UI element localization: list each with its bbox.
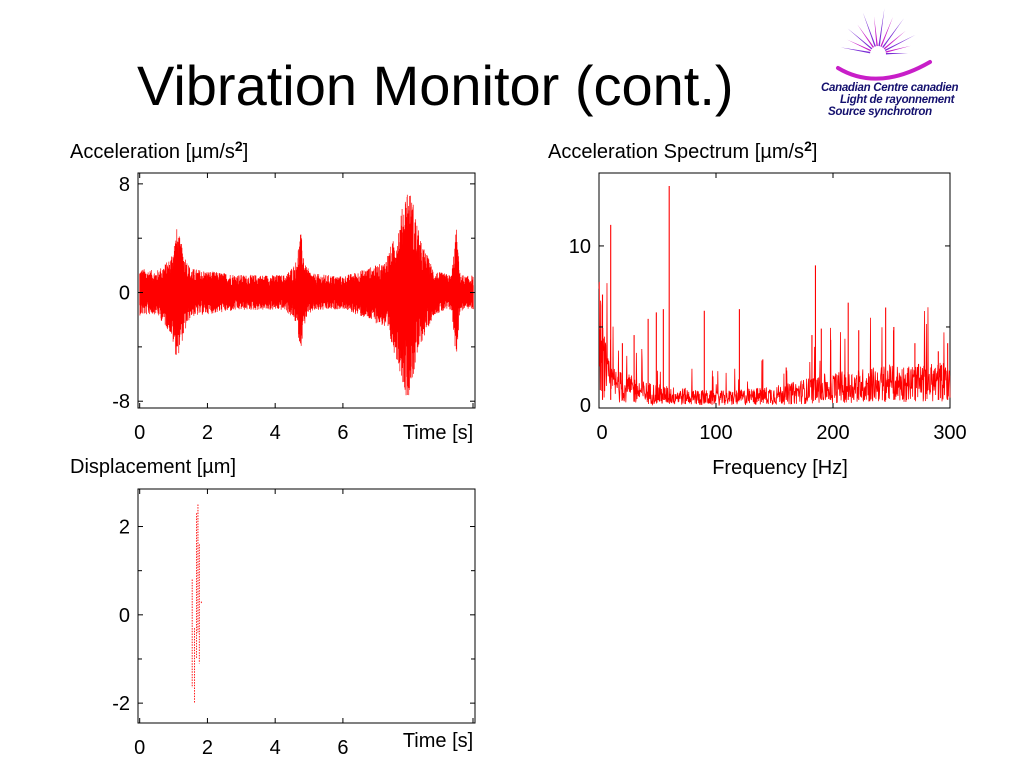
starburst-ray xyxy=(840,47,871,54)
starburst-ray xyxy=(857,24,875,48)
starburst-swoosh xyxy=(836,60,932,81)
starburst-ray xyxy=(885,45,911,53)
displacement-xtick-label: 6 xyxy=(337,737,348,759)
starburst-ray xyxy=(882,18,904,48)
displacement-ytick-label: 0 xyxy=(119,605,130,627)
logo-line-3: Source synchrotron xyxy=(828,106,932,118)
spectrum-xtick-label: 100 xyxy=(699,422,732,444)
displacement-title: Displacement [µm] xyxy=(70,456,236,478)
spectrum-ytick-label: 10 xyxy=(569,236,591,258)
starburst-ray xyxy=(874,16,878,47)
displacement-xtick-label: 4 xyxy=(270,737,281,759)
starburst-ray xyxy=(847,28,873,50)
spectrum-chart: Acceleration Spectrum [µm/s2] 0 100 200 300… xyxy=(548,138,967,479)
acceleration-ytick-label: 0 xyxy=(119,283,130,305)
acceleration-chart: Acceleration [µm/s2] 0 2 4 6-808 Time [s] xyxy=(70,138,476,444)
logo-line-1: Canadian Centre canadien xyxy=(821,82,959,94)
acceleration-title: Acceleration [µm/s2] xyxy=(70,138,248,163)
acceleration-xtick-label: 2 xyxy=(202,422,213,444)
acceleration-xtick-label: 6 xyxy=(337,422,348,444)
acceleration-xlabel: Time [s] xyxy=(403,422,473,444)
displacement-xlabel: Time [s] xyxy=(403,730,473,752)
acceleration-axes: 0 2 4 6-808 xyxy=(112,173,475,444)
spectrum-trace xyxy=(598,185,951,406)
displacement-ytick-label: 2 xyxy=(119,517,130,539)
acceleration-xtick-label: 0 xyxy=(134,422,145,444)
acceleration-series-line xyxy=(139,194,474,396)
starburst-ray xyxy=(878,8,885,47)
starburst-ray xyxy=(884,34,916,52)
starburst-icon xyxy=(836,8,932,81)
starburst-ray xyxy=(885,52,908,55)
displacement-chart: Displacement [µm] 0 2 4 6-202 Time [s] xyxy=(70,456,476,759)
spectrum-series-line xyxy=(598,281,951,406)
displacement-ytick-label: -2 xyxy=(112,693,130,715)
starburst-ray xyxy=(847,39,872,52)
starburst-ray xyxy=(880,16,893,47)
spectrum-xtick-label: 300 xyxy=(933,422,966,444)
cls-logo: Canadian Centre canadien Light de rayonn… xyxy=(818,6,959,126)
acceleration-plot-frame xyxy=(137,172,476,409)
spectrum-xlabel: Frequency [Hz] xyxy=(712,457,848,479)
spectrum-axes: 0 100 200 300 0 10 xyxy=(569,173,967,444)
acceleration-ytick-label: 8 xyxy=(119,174,130,196)
spectrum-xtick-label: 200 xyxy=(816,422,849,444)
spectrum-xtick-label: 0 xyxy=(596,422,607,444)
acceleration-ytick-label: -8 xyxy=(112,391,130,413)
displacement-trace xyxy=(191,504,202,704)
slide-title: Vibration Monitor (cont.) xyxy=(137,54,734,117)
displacement-xtick-label: 2 xyxy=(202,737,213,759)
starburst-ray xyxy=(883,30,906,50)
spectrum-ytick-label: 0 xyxy=(580,395,591,417)
displacement-axes: 0 2 4 6-202 xyxy=(112,489,475,759)
displacement-plot-frame xyxy=(137,488,476,724)
acceleration-xtick-label: 4 xyxy=(270,422,281,444)
displacement-xtick-label: 0 xyxy=(134,737,145,759)
starburst-ray xyxy=(862,12,876,47)
spectrum-title: Acceleration Spectrum [µm/s2] xyxy=(548,138,817,163)
acceleration-trace xyxy=(139,194,474,396)
logo-line-2: Light de rayonnement xyxy=(840,94,955,106)
